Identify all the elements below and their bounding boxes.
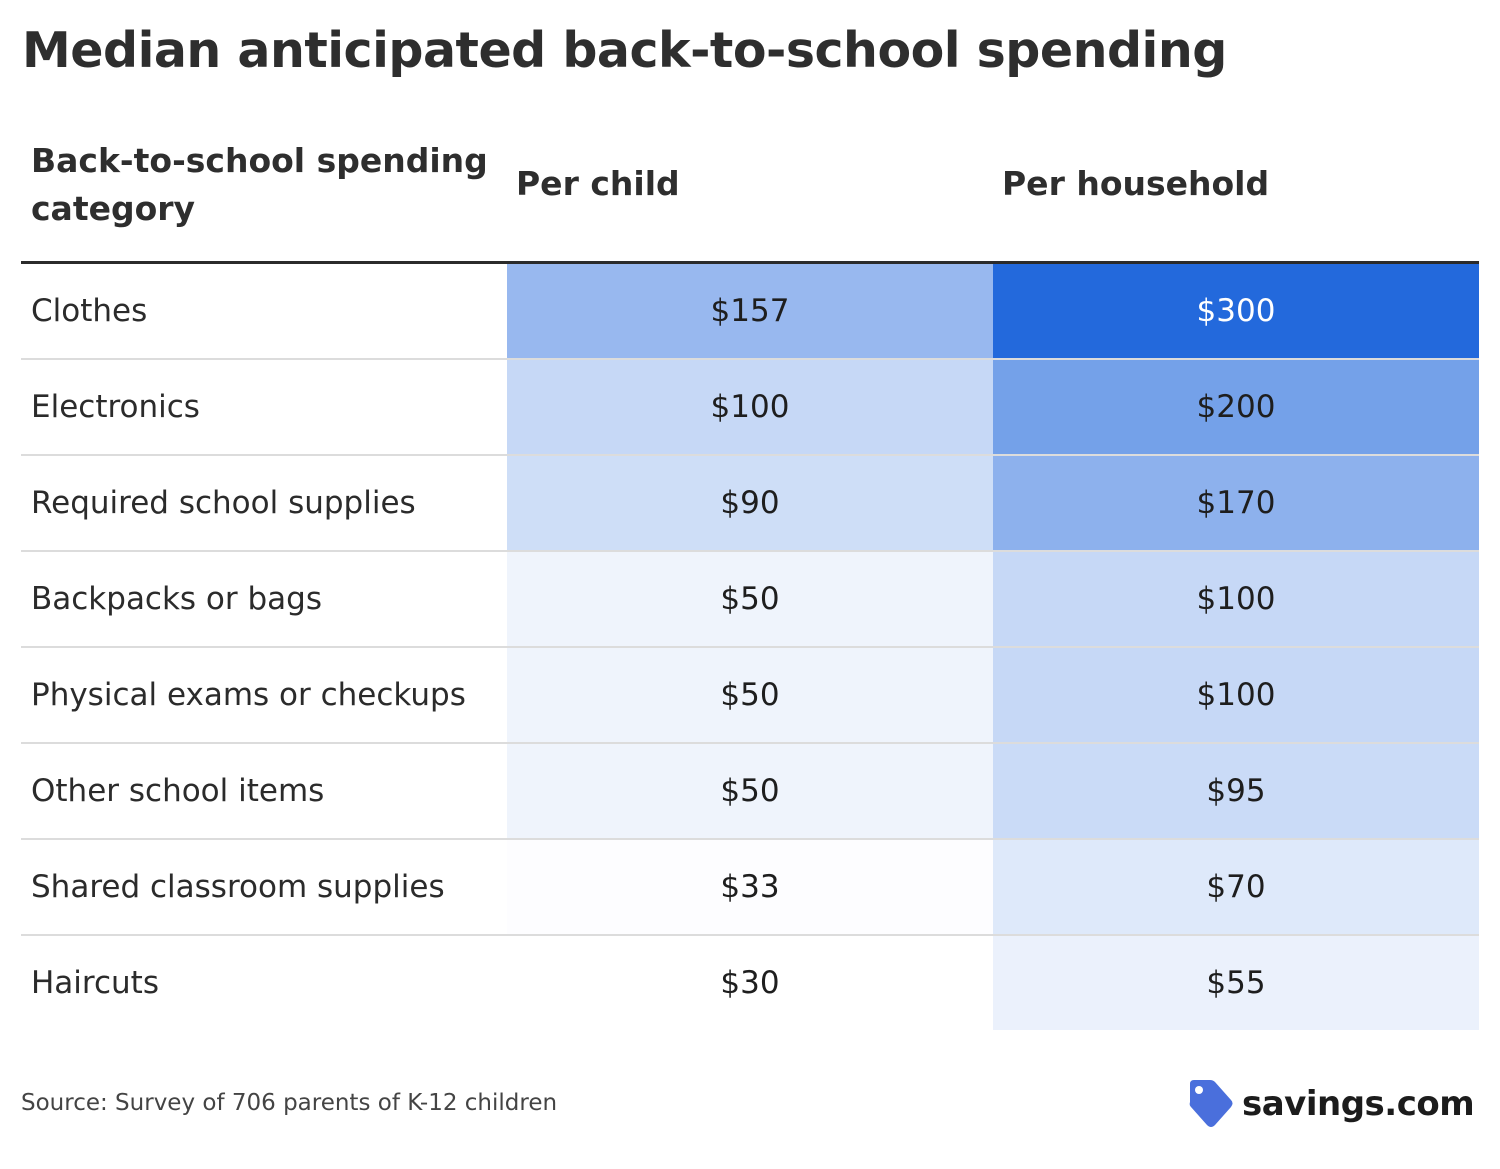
header-per-household: Per household [1002, 164, 1270, 203]
value-per-household: $95 [993, 744, 1479, 838]
table-row: Required school supplies $90 $170 [21, 456, 1479, 552]
value-per-child: $50 [507, 648, 993, 742]
table-row: Shared classroom supplies $33 $70 [21, 840, 1479, 936]
table-row: Clothes $157 $300 [21, 264, 1479, 360]
value-per-household: $100 [993, 648, 1479, 742]
header-per-child: Per child [516, 164, 680, 203]
chart-title: Median anticipated back-to-school spendi… [22, 22, 1227, 79]
value-per-child: $157 [507, 264, 993, 358]
row-category: Physical exams or checkups [31, 677, 466, 713]
value-per-child: $50 [507, 552, 993, 646]
logo-text: savings.com [1242, 1084, 1475, 1124]
row-category: Other school items [31, 773, 325, 809]
value-per-child: $100 [507, 360, 993, 454]
value-per-household: $170 [993, 456, 1479, 550]
row-category: Haircuts [31, 965, 159, 1001]
value-per-child: $30 [507, 936, 993, 1030]
price-tag-icon [1189, 1080, 1233, 1127]
value-per-child: $33 [507, 840, 993, 934]
value-per-child: $50 [507, 744, 993, 838]
table-row: Haircuts $30 $55 [21, 936, 1479, 1032]
savings-logo: savings.com [1186, 1078, 1475, 1130]
table-row: Other school items $50 $95 [21, 744, 1479, 840]
value-per-household: $200 [993, 360, 1479, 454]
value-per-household: $55 [993, 936, 1479, 1030]
table-row: Electronics $100 $200 [21, 360, 1479, 456]
row-category: Shared classroom supplies [31, 869, 445, 905]
value-per-child: $90 [507, 456, 993, 550]
value-per-household: $70 [993, 840, 1479, 934]
header-divider [21, 261, 1479, 264]
value-per-household: $300 [993, 264, 1479, 358]
value-per-household: $100 [993, 552, 1479, 646]
table-row: Backpacks or bags $50 $100 [21, 552, 1479, 648]
row-category: Required school supplies [31, 485, 416, 521]
spending-table: Clothes $157 $300 Electronics $100 $200 … [21, 264, 1479, 1032]
table-row: Physical exams or checkups $50 $100 [21, 648, 1479, 744]
row-category: Backpacks or bags [31, 581, 323, 617]
row-category: Electronics [31, 389, 200, 425]
row-category: Clothes [31, 293, 148, 329]
source-note: Source: Survey of 706 parents of K-12 ch… [21, 1090, 558, 1116]
header-category: Back-to-school spending category [31, 141, 488, 228]
